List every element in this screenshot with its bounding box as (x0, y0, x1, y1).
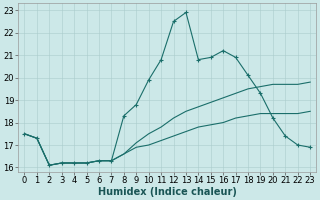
X-axis label: Humidex (Indice chaleur): Humidex (Indice chaleur) (98, 187, 237, 197)
